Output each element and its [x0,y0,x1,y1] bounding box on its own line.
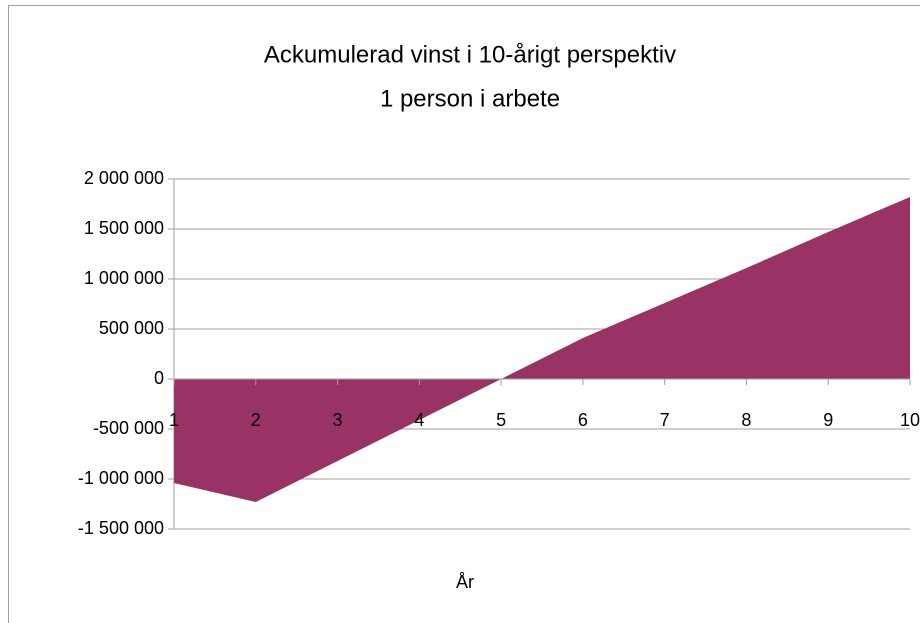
x-tick-label: 10 [900,410,920,430]
x-axis-label: År [456,572,474,592]
x-tick-label: 3 [333,410,343,430]
x-tick-label: 4 [414,410,424,430]
y-tick-label: -1 000 000 [78,468,164,488]
chart-title: Ackumulerad vinst i 10-årigt perspektiv [264,41,676,68]
x-tick-label: 2 [251,410,261,430]
y-tick-label: 1 000 000 [84,268,164,288]
x-tick-label: 9 [823,410,833,430]
y-tick-label: 500 000 [99,318,164,338]
y-tick-label: -500 000 [93,418,164,438]
y-tick-label: 1 500 000 [84,218,164,238]
x-tick-label: 7 [660,410,670,430]
x-tick-label: 6 [578,410,588,430]
x-tick-label: 1 [169,410,179,430]
x-tick-label: 5 [496,410,506,430]
area [174,197,910,502]
y-tick-label: 2 000 000 [84,168,164,188]
x-tick-label: 8 [741,410,751,430]
y-tick-label: 0 [154,368,164,388]
chart-subtitle: 1 person i arbete [380,85,560,112]
y-tick-label: -1 500 000 [78,518,164,538]
